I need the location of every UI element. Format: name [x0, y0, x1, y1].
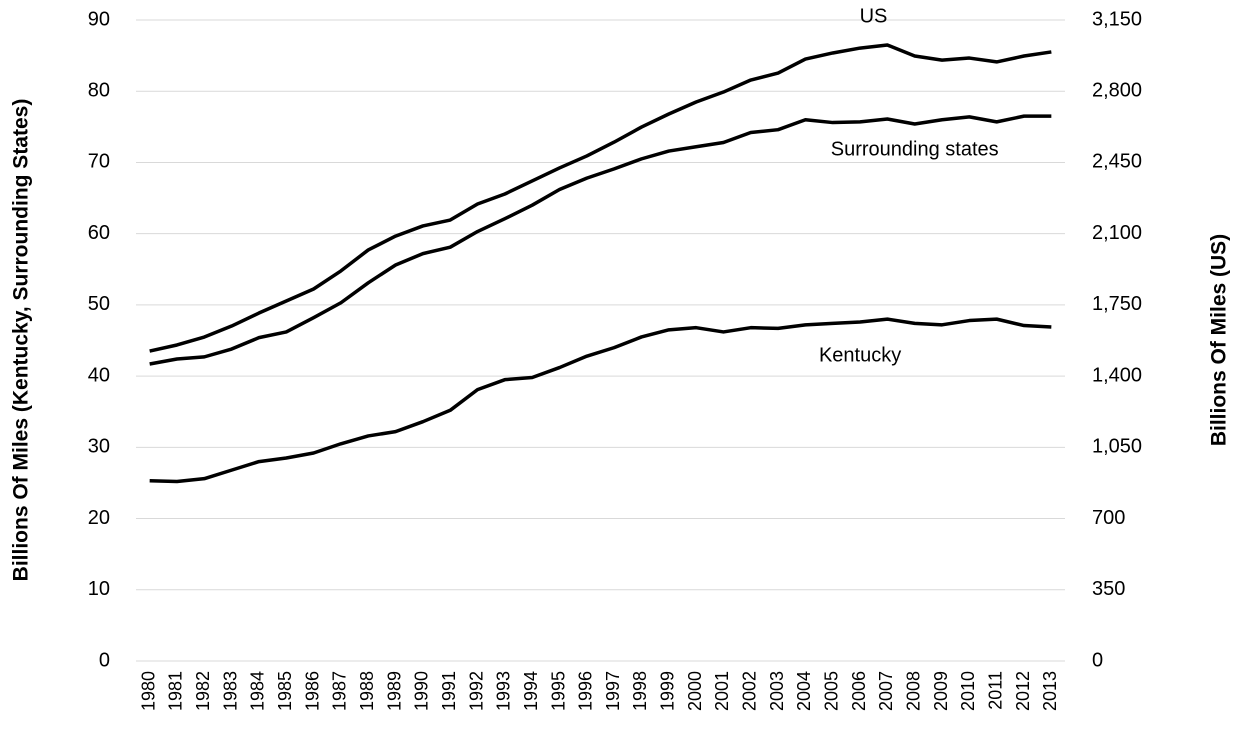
y2-tick-label: 1,750: [1092, 293, 1142, 315]
x-tick-label: 2003: [767, 671, 787, 711]
x-tick-label: 1984: [248, 671, 268, 711]
x-tick-label: 2004: [794, 671, 814, 711]
y-tick-label: 30: [88, 436, 110, 458]
x-tick-label: 2006: [849, 671, 869, 711]
x-tick-label: 2007: [876, 671, 896, 711]
x-tick-label: 1980: [138, 671, 158, 711]
x-tick-label: 2012: [1013, 671, 1033, 711]
y-tick-label: 90: [88, 8, 110, 30]
x-tick-label: 1985: [275, 671, 295, 711]
x-tick-label: 1987: [330, 671, 350, 711]
x-tick-label: 2000: [685, 671, 705, 711]
series-line: [149, 114, 1052, 366]
x-tick-label: 2009: [931, 671, 951, 711]
x-tick-label: 2013: [1040, 671, 1060, 711]
y-tick-label: 60: [88, 222, 110, 244]
y-tick-label: 10: [88, 578, 110, 600]
series-label: US: [860, 5, 888, 27]
series-line: [149, 43, 1052, 353]
x-tick-label: 2002: [740, 671, 760, 711]
y2-tick-label: 3,150: [1092, 8, 1142, 30]
x-tick-label: 2011: [985, 671, 1005, 710]
y-tick-label: 0: [99, 649, 110, 671]
series-line: [149, 317, 1052, 484]
y2-tick-label: 2,100: [1092, 222, 1142, 244]
y2-tick-label: 2,450: [1092, 151, 1142, 173]
y-tick-label: 20: [88, 507, 110, 529]
x-tick-label: 1994: [521, 671, 541, 711]
y2-tick-label: 0: [1092, 649, 1103, 671]
x-tick-label: 1983: [220, 671, 240, 711]
series-label: Kentucky: [819, 344, 901, 366]
y2-tick-label: 350: [1092, 578, 1125, 600]
x-tick-label: 1999: [658, 671, 678, 711]
y-axis-title: Billions Of Miles (Kentucky, Surrounding…: [10, 99, 33, 582]
x-tick-label: 1996: [576, 671, 596, 711]
x-tick-label: 1993: [494, 671, 514, 711]
y2-tick-label: 1,400: [1092, 364, 1142, 386]
x-tick-label: 1990: [412, 671, 432, 711]
x-tick-label: 1981: [166, 671, 186, 711]
x-tick-label: 1992: [466, 671, 486, 711]
y2-axis-title: Billions Of Miles (US): [1208, 234, 1231, 446]
y2-tick-label: 2,800: [1092, 80, 1142, 102]
x-tick-label: 2008: [903, 671, 923, 711]
y-tick-label: 70: [88, 151, 110, 173]
x-tick-label: 2005: [822, 671, 842, 711]
y-tick-label: 50: [88, 293, 110, 315]
x-tick-label: 1982: [193, 671, 213, 711]
y-tick-label: 80: [88, 80, 110, 102]
x-tick-label: 2010: [958, 671, 978, 711]
x-tick-label: 1991: [439, 671, 459, 711]
y2-tick-label: 700: [1092, 507, 1125, 529]
x-tick-label: 1989: [384, 671, 404, 711]
x-tick-label: 1986: [302, 671, 322, 711]
y2-tick-label: 1,050: [1092, 436, 1142, 458]
y-tick-label: 40: [88, 364, 110, 386]
x-tick-label: 1988: [357, 671, 377, 711]
x-tick-label: 1995: [548, 671, 568, 711]
x-tick-label: 2001: [712, 671, 732, 711]
x-tick-label: 1997: [603, 671, 623, 711]
x-tick-label: 1998: [630, 671, 650, 711]
series-label: Surrounding states: [831, 138, 999, 160]
